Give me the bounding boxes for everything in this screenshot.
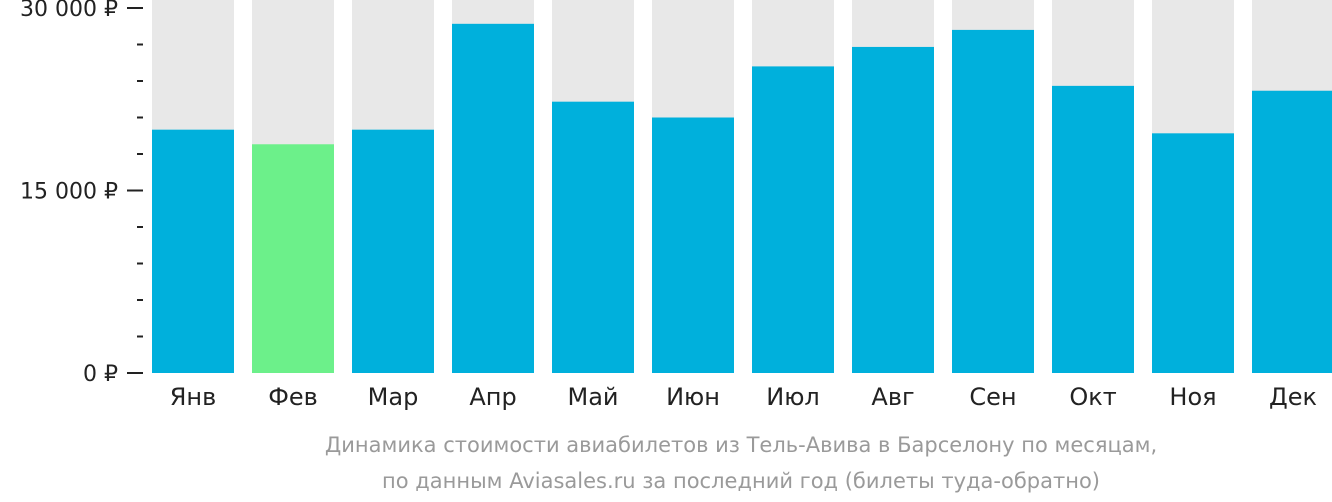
x-tick-label-2: Мар <box>368 383 419 411</box>
bar-0[interactable] <box>152 129 234 373</box>
x-tick-label-3: Апр <box>469 383 516 411</box>
bar-9[interactable] <box>1052 85 1134 373</box>
caption-line-2: по данным Aviasales.ru за последний год … <box>382 469 1100 493</box>
bar-3[interactable] <box>452 23 534 374</box>
x-axis-labels: Янв Фев Мар Апр Май Июн Июл Авг Сен Окт Ноя Дек <box>170 383 1317 411</box>
data-bars <box>152 23 1332 374</box>
x-tick-label-9: Окт <box>1069 383 1116 411</box>
x-tick-label-6: Июл <box>766 383 820 411</box>
bar-2[interactable] <box>352 129 434 373</box>
y-tick-label-1: 15 000 ₽ <box>20 180 118 205</box>
bar-6[interactable] <box>752 66 834 374</box>
bar-4[interactable] <box>552 101 634 373</box>
x-tick-label-0: Янв <box>170 383 217 411</box>
x-tick-label-8: Сен <box>969 383 1016 411</box>
bar-10[interactable] <box>1152 133 1234 373</box>
x-tick-label-10: Ноя <box>1169 383 1216 411</box>
bar-7[interactable] <box>852 46 934 373</box>
x-tick-label-1: Фев <box>268 383 318 411</box>
x-tick-label-4: Май <box>567 383 618 411</box>
y-axis: 0 ₽ 15 000 ₽ 30 000 ₽ <box>20 0 143 387</box>
chart-caption: Динамика стоимости авиабилетов из Тель-А… <box>325 433 1157 493</box>
x-tick-label-5: Июн <box>666 383 720 411</box>
y-tick-label-2: 30 000 ₽ <box>20 0 118 22</box>
caption-line-1: Динамика стоимости авиабилетов из Тель-А… <box>325 433 1157 457</box>
bar-8[interactable] <box>952 29 1034 374</box>
bar-1[interactable] <box>252 144 334 373</box>
x-tick-label-7: Авг <box>871 383 914 411</box>
bar-5[interactable] <box>652 117 734 374</box>
bar-11[interactable] <box>1252 90 1332 373</box>
x-tick-label-11: Дек <box>1269 383 1317 411</box>
y-tick-label-0: 0 ₽ <box>83 362 118 387</box>
